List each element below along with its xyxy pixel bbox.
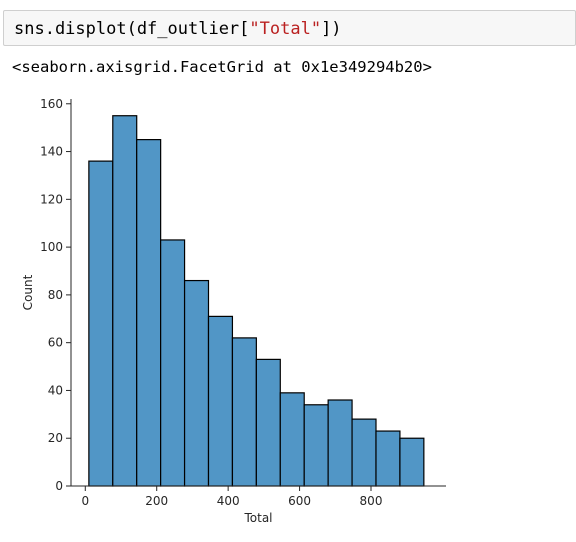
histogram-bar <box>231 337 257 487</box>
histogram-bar <box>303 404 329 487</box>
histogram-bar <box>351 418 377 487</box>
y-axis-label: Count <box>21 274 35 310</box>
histogram-bars <box>88 115 425 487</box>
code-prefix: sns.displot(df_outlier[ <box>14 19 250 39</box>
code-suffix: ]) <box>321 19 342 39</box>
histogram-plot: 0 20 40 60 80 100 120 140 160 0 200 400 600 800 Total C… <box>21 97 446 525</box>
y-tick-label: 160 <box>40 97 63 111</box>
histogram-bar <box>112 115 138 487</box>
histogram-bar <box>183 279 210 487</box>
histogram-bar <box>255 358 281 487</box>
x-axis-label: Total <box>243 511 272 525</box>
code-string-literal: "Total" <box>249 19 322 39</box>
y-tick-label: 60 <box>48 336 63 350</box>
y-tick-label: 40 <box>48 383 63 397</box>
x-tick-label: 200 <box>145 494 168 508</box>
x-tick-label: 800 <box>360 494 383 508</box>
cell-output-text: <seaborn.axisgrid.FacetGrid at 0x1e34929… <box>12 58 432 76</box>
histogram-bar <box>327 399 353 487</box>
histogram-bar <box>207 315 234 487</box>
histogram-bar <box>136 139 162 487</box>
y-tick-label: 140 <box>40 145 63 159</box>
histogram-bar <box>160 239 186 487</box>
y-tick-label: 100 <box>40 240 63 254</box>
x-tick-label: 0 <box>81 494 89 508</box>
y-tick-label: 0 <box>55 479 63 493</box>
y-tick-label: 20 <box>48 431 63 445</box>
y-tick-label: 120 <box>40 192 63 206</box>
histogram-bar <box>375 430 401 487</box>
x-tick-label: 600 <box>288 494 311 508</box>
histogram-bar <box>279 392 305 487</box>
x-tick-label: 400 <box>217 494 240 508</box>
y-tick-label: 80 <box>48 288 63 302</box>
code-input[interactable]: sns.displot(df_outlier["Total"]) <box>14 19 342 39</box>
histogram-bar <box>399 437 425 487</box>
histogram-bar <box>88 160 114 487</box>
axes: 0 20 40 60 80 100 120 140 160 0 200 400 600 800 Total C… <box>21 97 446 525</box>
code-cell[interactable]: sns.displot(df_outlier["Total"]) <box>3 10 576 46</box>
